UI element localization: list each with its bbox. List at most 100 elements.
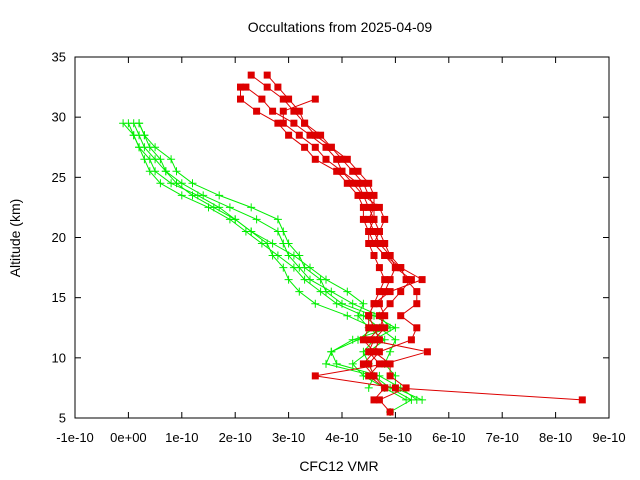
data-point-plus [268,239,277,248]
data-point-plus [209,203,218,212]
data-point-plus [343,287,352,296]
data-point-plus [231,215,240,224]
data-point-square [365,203,373,211]
data-point-square [413,300,421,308]
data-point-square [365,372,373,380]
data-point-square [354,179,362,187]
data-point-plus [284,275,293,284]
data-point-square [578,396,586,404]
x-tick-label: 2e-10 [219,430,252,445]
data-point-square [370,252,378,259]
x-tick-label: 7e-10 [486,430,519,445]
data-point-square [391,384,399,392]
data-point-plus [338,299,346,308]
data-point-square [311,143,319,151]
data-point-plus [412,395,421,404]
data-point-square [381,276,389,284]
data-point-square [381,360,389,368]
data-point-plus [151,167,160,176]
data-point-square [370,348,378,356]
data-point-plus [386,347,395,356]
data-point-square [338,167,346,175]
data-point-square [402,384,410,392]
data-point-square [386,360,394,368]
series-line-7 [266,74,418,401]
data-point-square [375,228,383,235]
data-point-plus [247,203,256,212]
data-point-square [365,179,373,187]
data-point-square [375,324,383,332]
data-point-square [263,83,271,91]
data-point-square [322,143,330,151]
data-point-square [354,167,362,175]
plot-area: -1e-10 0e+00 1e-10 2e-10 3e-10 4e-10 5e-10 6e-1… [52,50,626,446]
data-point-plus [332,359,341,368]
data-point-plus [145,143,154,152]
data-point-plus [295,287,304,296]
data-point-plus [279,227,288,236]
data-point-square [418,276,426,284]
y-tick-label: 15 [52,290,66,305]
data-point-square [322,155,330,163]
data-point-square [349,167,357,175]
data-point-square [365,336,373,344]
data-point-square [375,312,383,320]
data-point-square [365,240,373,247]
data-point-plus [119,119,128,128]
data-point-plus [177,191,186,200]
data-point-square [397,312,405,320]
data-point-plus [268,251,277,260]
data-point-square [343,179,351,187]
x-axis-title: CFC12 VMR [299,458,378,474]
data-point-square [269,107,277,115]
x-tick-label: 4e-10 [325,430,358,445]
data-point-square [375,203,383,211]
data-point-plus [284,239,293,248]
data-point-square [381,240,389,247]
x-tick-label: 9e-10 [592,430,625,445]
data-point-plus [306,263,314,272]
data-point-square [343,155,351,163]
data-point-square [375,396,383,404]
data-point-square [365,348,373,356]
data-point-plus [359,299,368,308]
data-point-square [311,95,319,103]
data-point-plus [348,335,357,344]
data-point-plus [391,335,400,344]
data-point-square [370,336,378,344]
data-point-square [397,288,405,296]
data-point-square [381,288,389,296]
y-tick-label: 25 [52,170,66,185]
series-line-6 [250,74,583,401]
data-point-square [359,179,367,187]
data-point-square [370,324,378,332]
series-line-9 [245,86,413,389]
data-point-plus [322,275,330,284]
data-point-square [365,312,373,320]
y-tick-label: 20 [52,230,66,245]
data-point-square [290,107,298,115]
x-tick-label: 6e-10 [432,430,465,445]
data-point-plus [225,203,234,212]
data-point-square [359,191,367,199]
data-point-square [386,276,394,284]
data-point-square [386,408,394,416]
data-point-square [359,215,367,223]
data-point-square [279,119,287,127]
data-point-square [375,360,383,368]
data-point-plus [306,275,314,284]
data-point-square [423,348,431,356]
series-line-10 [282,98,424,377]
series-line-4 [138,122,397,389]
data-point-square [317,131,325,139]
x-tick-label: 1e-10 [165,430,198,445]
data-point-plus [247,227,256,236]
data-point-square [365,324,373,332]
y-tick-label: 10 [52,350,66,365]
y-tick-label: 5 [59,411,66,426]
data-point-square [391,264,399,272]
x-tick-label: 5e-10 [379,430,412,445]
data-point-plus [402,395,411,404]
data-point-square [381,252,389,259]
